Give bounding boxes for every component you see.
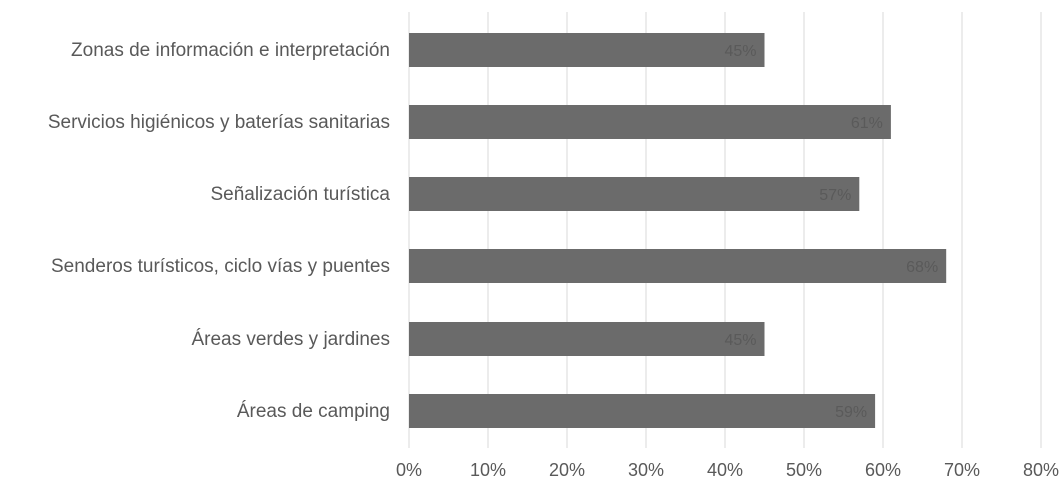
bar	[409, 33, 765, 67]
x-tick-label: 50%	[786, 460, 822, 480]
category-label: Áreas verdes y jardines	[191, 329, 390, 350]
bar	[409, 394, 876, 428]
x-tick-label: 70%	[944, 460, 980, 480]
data-label: 57%	[819, 187, 851, 204]
x-tick-label: 0%	[396, 460, 422, 480]
data-label: 61%	[851, 115, 883, 132]
x-tick-label: 30%	[628, 460, 664, 480]
x-tick-label: 60%	[865, 460, 901, 480]
x-tick-label: 20%	[549, 460, 585, 480]
category-label: Zonas de información e interpretación	[71, 40, 390, 61]
category-label: Senderos turísticos, ciclo vías y puente…	[51, 256, 390, 277]
bar	[409, 105, 891, 139]
data-label: 45%	[724, 43, 756, 60]
x-axis-ticks: 0% 10% 20% 30% 40% 50% 60% 70% 80%	[396, 460, 1059, 480]
bars	[409, 33, 947, 428]
bar	[409, 322, 765, 356]
category-label: Señalización turística	[210, 184, 390, 205]
category-label: Áreas de camping	[237, 401, 390, 422]
x-tick-label: 80%	[1023, 460, 1059, 480]
x-tick-label: 10%	[470, 460, 506, 480]
category-label: Servicios higiénicos y baterías sanitari…	[48, 112, 390, 133]
bar	[409, 177, 860, 211]
data-labels: 45% 61% 57% 68% 45% 59%	[724, 43, 938, 421]
category-labels: Zonas de información e interpretación Ser…	[48, 40, 391, 422]
gridlines	[408, 12, 1042, 448]
data-label: 45%	[724, 332, 756, 349]
x-tick-label: 40%	[707, 460, 743, 480]
data-label: 68%	[906, 259, 938, 276]
data-label: 59%	[835, 404, 867, 421]
bar	[409, 249, 947, 283]
